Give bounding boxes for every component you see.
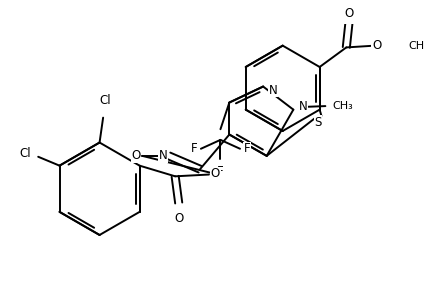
Text: O: O: [174, 212, 183, 225]
Text: F: F: [217, 165, 224, 178]
Text: N: N: [268, 83, 277, 96]
Text: N: N: [159, 149, 167, 163]
Text: F: F: [243, 142, 250, 155]
Text: CH₃: CH₃: [409, 41, 424, 51]
Text: S: S: [314, 116, 321, 128]
Text: Cl: Cl: [20, 147, 31, 160]
Text: O: O: [372, 39, 381, 52]
Text: N: N: [298, 99, 307, 112]
Text: F: F: [191, 142, 197, 155]
Text: Cl: Cl: [99, 94, 111, 107]
Text: O: O: [131, 149, 140, 163]
Text: CH₃: CH₃: [332, 101, 353, 111]
Text: O: O: [211, 167, 220, 180]
Text: O: O: [344, 7, 354, 20]
